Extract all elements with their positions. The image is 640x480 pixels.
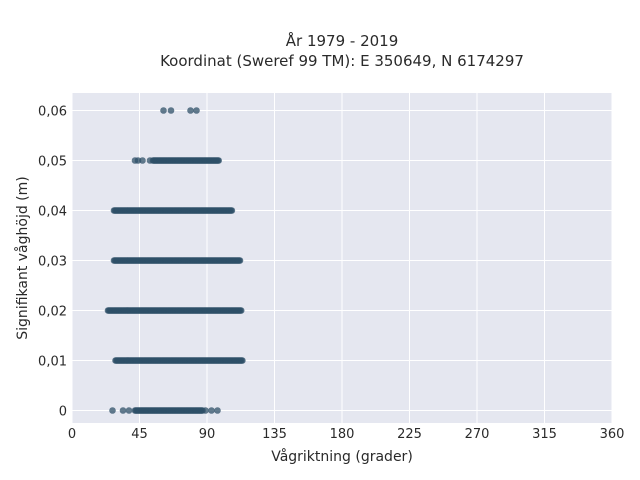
y-tick-label: 0,06 xyxy=(38,105,67,120)
x-tick-label: 360 xyxy=(600,427,625,442)
data-point xyxy=(202,407,209,414)
data-point xyxy=(208,407,215,414)
y-tick-label: 0,02 xyxy=(38,305,67,320)
x-tick-label: 90 xyxy=(199,427,216,442)
data-point xyxy=(139,157,146,164)
y-tick-label: 0,05 xyxy=(38,155,67,170)
x-tick-label: 135 xyxy=(262,427,287,442)
data-point xyxy=(239,357,246,364)
data-point xyxy=(228,207,236,214)
y-tick-label: 0,03 xyxy=(38,255,67,270)
data-point xyxy=(167,107,175,114)
data-point xyxy=(146,157,154,164)
x-axis-label: Vågriktning (grader) xyxy=(271,448,413,465)
data-point xyxy=(109,407,116,414)
x-tick-label: 45 xyxy=(131,427,148,442)
data-point xyxy=(215,157,222,164)
x-tick-label: 180 xyxy=(330,427,355,442)
x-axis-ticks: 0 45 90 135 180 225 270 315 360 xyxy=(68,427,625,442)
data-point xyxy=(125,407,133,414)
y-tick-label: 0,01 xyxy=(38,355,67,370)
y-tick-label: 0,04 xyxy=(38,205,67,220)
data-points xyxy=(104,107,246,414)
y-axis-ticks: 0 0,01 0,02 0,03 0,04 0,05 0,06 xyxy=(38,105,67,420)
x-tick-label: 225 xyxy=(397,427,422,442)
x-tick-label: 0 xyxy=(68,427,76,442)
data-point xyxy=(214,407,221,414)
x-tick-label: 315 xyxy=(532,427,557,442)
data-point xyxy=(187,107,194,114)
data-point xyxy=(236,257,244,264)
grid xyxy=(71,93,613,423)
data-point xyxy=(119,407,127,414)
data-point xyxy=(237,307,245,314)
data-point xyxy=(160,107,167,114)
y-axis-label: Signifikant våghöjd (m) xyxy=(14,176,31,339)
chart-title-line-1: År 1979 - 2019 xyxy=(286,31,399,50)
data-point xyxy=(193,107,200,114)
y-tick-label: 0 xyxy=(59,405,67,420)
chart-title-line-2: Koordinat (Sweref 99 TM): E 350649, N 61… xyxy=(160,52,524,70)
x-tick-label: 270 xyxy=(465,427,490,442)
